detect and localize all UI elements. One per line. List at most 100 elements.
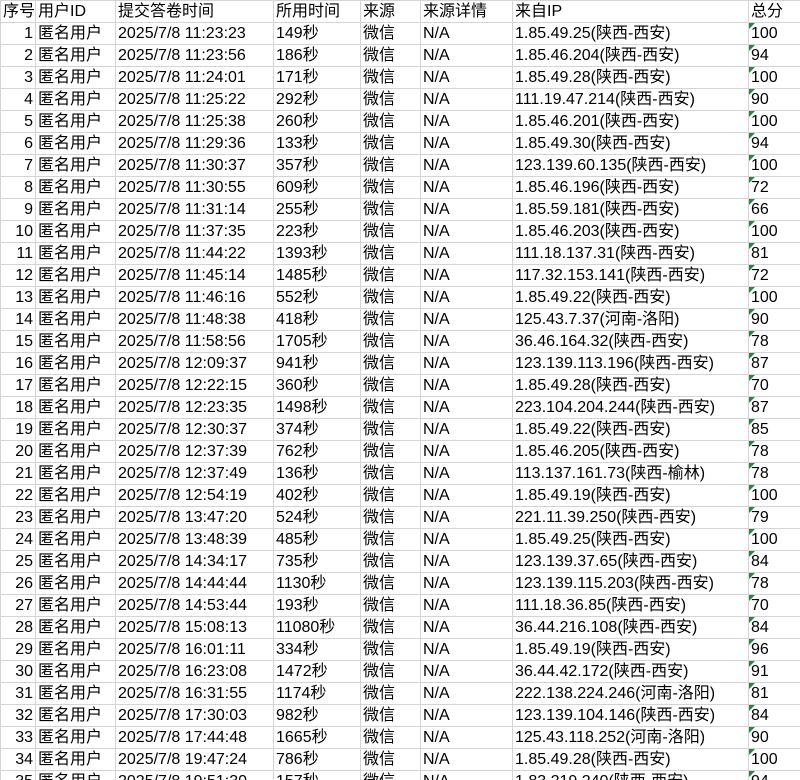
table-cell[interactable]: 2025/7/8 11:48:38 bbox=[115, 308, 274, 331]
table-cell[interactable]: 匿名用户 bbox=[35, 308, 116, 331]
table-cell[interactable]: 微信 bbox=[360, 550, 421, 573]
table-cell[interactable]: 1665秒 bbox=[273, 726, 361, 749]
table-cell[interactable]: 4 bbox=[0, 88, 36, 111]
table-cell[interactable]: 匿名用户 bbox=[35, 638, 116, 661]
table-cell[interactable]: 9 bbox=[0, 198, 36, 221]
table-cell[interactable]: 36.44.42.172(陕西-西安) bbox=[512, 660, 749, 683]
table-cell[interactable]: 微信 bbox=[360, 484, 421, 507]
table-cell[interactable]: 2025/7/8 12:54:19 bbox=[115, 484, 274, 507]
table-cell[interactable]: 1.85.49.22(陕西-西安) bbox=[512, 286, 749, 309]
table-cell[interactable]: N/A bbox=[420, 154, 513, 177]
table-cell[interactable]: 2025/7/8 11:25:38 bbox=[115, 110, 274, 133]
table-cell[interactable]: 2025/7/8 12:30:37 bbox=[115, 418, 274, 441]
table-cell[interactable]: 100 bbox=[748, 528, 800, 551]
table-cell[interactable]: 157秒 bbox=[273, 770, 361, 780]
table-cell[interactable]: 18 bbox=[0, 396, 36, 419]
table-cell[interactable]: 223秒 bbox=[273, 220, 361, 243]
table-cell[interactable]: 111.19.47.214(陕西-西安) bbox=[512, 88, 749, 111]
table-cell[interactable]: 2025/7/8 11:37:35 bbox=[115, 220, 274, 243]
table-cell[interactable]: 1.85.49.19(陕西-西安) bbox=[512, 638, 749, 661]
table-cell[interactable]: 匿名用户 bbox=[35, 22, 116, 45]
table-cell[interactable]: 100 bbox=[748, 748, 800, 771]
table-cell[interactable]: 1472秒 bbox=[273, 660, 361, 683]
table-cell[interactable]: 匿名用户 bbox=[35, 176, 116, 199]
table-cell[interactable]: 1174秒 bbox=[273, 682, 361, 705]
table-cell[interactable]: 90 bbox=[748, 308, 800, 331]
table-cell[interactable]: 2025/7/8 15:08:13 bbox=[115, 616, 274, 639]
table-cell[interactable]: N/A bbox=[420, 440, 513, 463]
table-cell[interactable]: 2025/7/8 14:53:44 bbox=[115, 594, 274, 617]
table-cell[interactable]: 609秒 bbox=[273, 176, 361, 199]
table-cell[interactable]: 2 bbox=[0, 44, 36, 67]
table-cell[interactable]: 34 bbox=[0, 748, 36, 771]
table-cell[interactable]: 94 bbox=[748, 44, 800, 67]
table-cell[interactable]: N/A bbox=[420, 242, 513, 265]
table-cell[interactable]: 2025/7/8 11:30:55 bbox=[115, 176, 274, 199]
table-cell[interactable]: 78 bbox=[748, 440, 800, 463]
table-cell[interactable]: 11080秒 bbox=[273, 616, 361, 639]
table-cell[interactable]: 微信 bbox=[360, 770, 421, 780]
table-cell[interactable]: 1.85.49.28(陕西-西安) bbox=[512, 748, 749, 771]
table-cell[interactable]: 匿名用户 bbox=[35, 418, 116, 441]
table-cell[interactable]: 微信 bbox=[360, 110, 421, 133]
table-cell[interactable]: 30 bbox=[0, 660, 36, 683]
table-cell[interactable]: 78 bbox=[748, 330, 800, 353]
table-cell[interactable]: 100 bbox=[748, 220, 800, 243]
column-header[interactable]: 序号 bbox=[0, 0, 36, 23]
table-cell[interactable]: 1.85.46.205(陕西-西安) bbox=[512, 440, 749, 463]
table-cell[interactable]: N/A bbox=[420, 682, 513, 705]
table-cell[interactable]: N/A bbox=[420, 528, 513, 551]
table-cell[interactable]: 36.46.164.32(陕西-西安) bbox=[512, 330, 749, 353]
table-cell[interactable]: N/A bbox=[420, 132, 513, 155]
table-cell[interactable]: 3 bbox=[0, 66, 36, 89]
table-cell[interactable]: 100 bbox=[748, 22, 800, 45]
table-cell[interactable]: 2025/7/8 12:23:35 bbox=[115, 396, 274, 419]
table-cell[interactable]: 357秒 bbox=[273, 154, 361, 177]
table-cell[interactable]: N/A bbox=[420, 110, 513, 133]
table-cell[interactable]: 2025/7/8 14:44:44 bbox=[115, 572, 274, 595]
table-cell[interactable]: 87 bbox=[748, 352, 800, 375]
table-cell[interactable]: 84 bbox=[748, 550, 800, 573]
table-cell[interactable]: 2025/7/8 13:48:39 bbox=[115, 528, 274, 551]
table-cell[interactable]: 222.138.224.246(河南-洛阳) bbox=[512, 682, 749, 705]
table-cell[interactable]: 微信 bbox=[360, 198, 421, 221]
table-cell[interactable]: 100 bbox=[748, 66, 800, 89]
table-cell[interactable]: 17 bbox=[0, 374, 36, 397]
table-cell[interactable]: N/A bbox=[420, 220, 513, 243]
table-cell[interactable]: 匿名用户 bbox=[35, 66, 116, 89]
table-cell[interactable]: 微信 bbox=[360, 374, 421, 397]
table-cell[interactable]: 微信 bbox=[360, 616, 421, 639]
table-cell[interactable]: 171秒 bbox=[273, 66, 361, 89]
table-cell[interactable]: 匿名用户 bbox=[35, 264, 116, 287]
table-cell[interactable]: 1.85.46.204(陕西-西安) bbox=[512, 44, 749, 67]
table-cell[interactable]: 260秒 bbox=[273, 110, 361, 133]
table-cell[interactable]: 13 bbox=[0, 286, 36, 309]
table-cell[interactable]: 微信 bbox=[360, 726, 421, 749]
table-cell[interactable]: 1.85.49.28(陕西-西安) bbox=[512, 374, 749, 397]
table-cell[interactable]: N/A bbox=[420, 374, 513, 397]
table-cell[interactable]: 11 bbox=[0, 242, 36, 265]
table-cell[interactable]: 2025/7/8 13:47:20 bbox=[115, 506, 274, 529]
table-cell[interactable]: N/A bbox=[420, 638, 513, 661]
column-header[interactable]: 用户ID bbox=[35, 0, 116, 23]
table-cell[interactable]: 2025/7/8 17:44:48 bbox=[115, 726, 274, 749]
table-cell[interactable]: 418秒 bbox=[273, 308, 361, 331]
table-cell[interactable]: N/A bbox=[420, 396, 513, 419]
table-cell[interactable]: 2025/7/8 16:23:08 bbox=[115, 660, 274, 683]
table-cell[interactable]: N/A bbox=[420, 506, 513, 529]
table-cell[interactable]: 16 bbox=[0, 352, 36, 375]
table-cell[interactable]: 111.18.36.85(陕西-西安) bbox=[512, 594, 749, 617]
table-cell[interactable]: 匿名用户 bbox=[35, 44, 116, 67]
table-cell[interactable]: 123.139.37.65(陕西-西安) bbox=[512, 550, 749, 573]
table-cell[interactable]: 2025/7/8 11:29:36 bbox=[115, 132, 274, 155]
table-cell[interactable]: N/A bbox=[420, 308, 513, 331]
table-cell[interactable]: 193秒 bbox=[273, 594, 361, 617]
table-cell[interactable]: 125.43.118.252(河南-洛阳) bbox=[512, 726, 749, 749]
table-cell[interactable]: 匿名用户 bbox=[35, 352, 116, 375]
table-cell[interactable]: 32 bbox=[0, 704, 36, 727]
table-cell[interactable]: 微信 bbox=[360, 440, 421, 463]
table-cell[interactable]: 微信 bbox=[360, 748, 421, 771]
table-cell[interactable]: 70 bbox=[748, 594, 800, 617]
table-cell[interactable]: N/A bbox=[420, 264, 513, 287]
table-cell[interactable]: 2025/7/8 12:09:37 bbox=[115, 352, 274, 375]
